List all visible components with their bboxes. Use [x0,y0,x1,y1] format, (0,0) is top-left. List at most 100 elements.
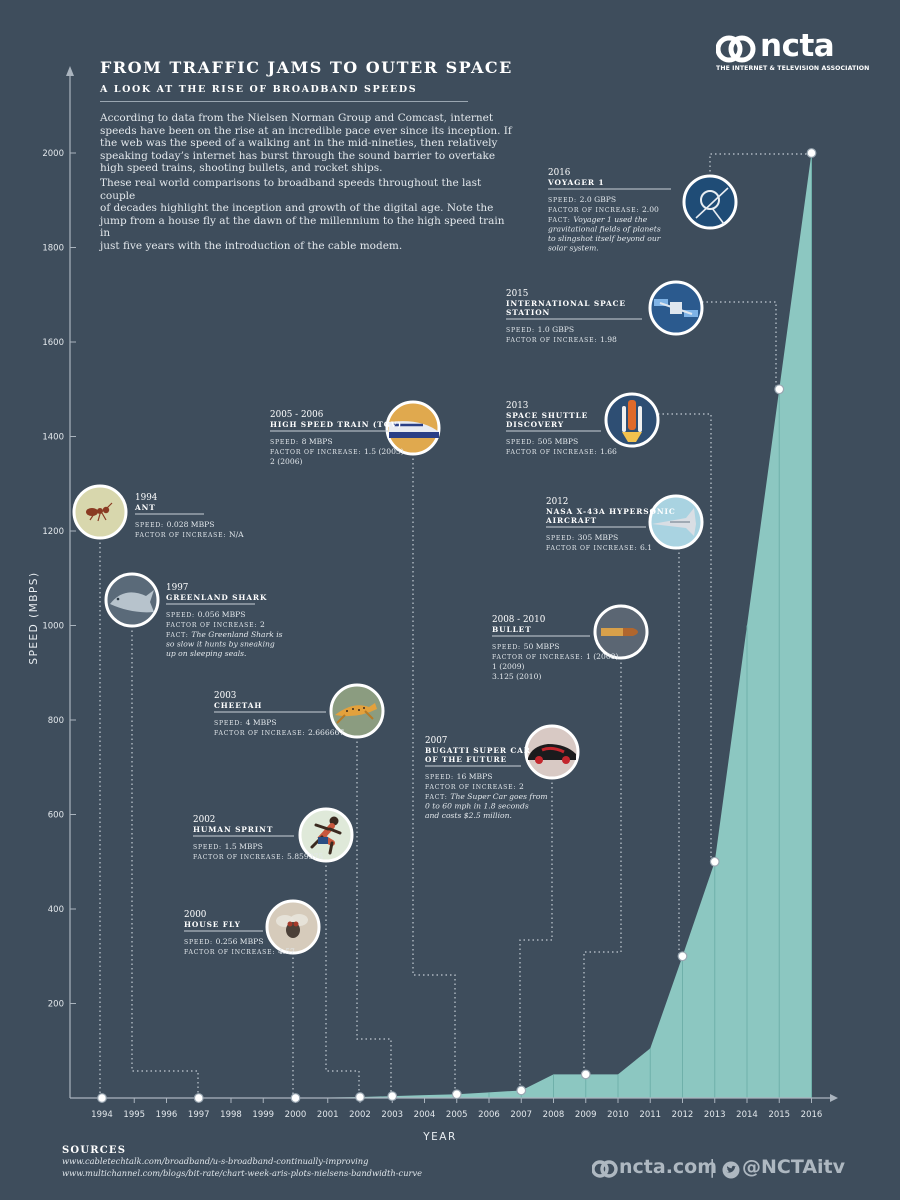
source-link[interactable]: www.cabletechtalk.com/broadband/u-s-broa… [62,1156,369,1166]
y-tick-label: 1200 [42,527,64,537]
data-marker [451,1089,462,1100]
stat-value: 1.0 GBPS [538,325,574,334]
voyager-dish [700,190,720,210]
bullet-icon [601,628,638,636]
cheetah-spot [358,709,360,711]
stat-label: SPEED: [548,197,580,204]
shuttle-tank [628,400,636,430]
cheetah-spot [363,707,365,709]
leader-line [356,737,392,1096]
ncta-logo: ncta THE INTERNET & TELEVISION ASSOCIATI… [716,28,869,74]
x-tick-label: 2009 [575,1110,597,1120]
footer-brand: ncta.com | @NCTAitv [592,1156,852,1184]
x-tick-label: 1999 [252,1110,274,1120]
leader-line [519,778,553,1092]
y-axis-title: SPEED (MBPS) [8,570,60,670]
stat-value: 1.5 (2005) [364,447,404,456]
annotation-name: NASA X-43A HYPERSONIC [546,507,676,516]
space-station-icon [654,299,698,317]
ncta-rings-icon [716,35,756,63]
annotation-year: 2012 [546,497,568,507]
y-tick-label: 800 [48,716,64,726]
stat-value: 8 MBPS [302,437,333,446]
fact-text: solar system. [548,244,599,253]
train-base [389,432,439,438]
annotation-stat: FACTOR OF INCREASE: 1 (2008) [492,652,619,661]
stat-label: FACTOR OF INCREASE: [506,337,600,344]
x-tick-label: 2004 [414,1110,436,1120]
stat-label: SPEED: [214,720,246,727]
annotation-name: INTERNATIONAL SPACE [506,299,626,308]
x-tick-label: 2006 [478,1110,500,1120]
page-title: FROM TRAFFIC JAMS TO OUTER SPACE [100,58,513,77]
stat-label: SPEED: [425,774,457,781]
annotation-year: 2000 [184,910,207,920]
twitter-handle[interactable]: @NCTAitv [742,1156,846,1178]
ncta-tagline: THE INTERNET & TELEVISION ASSOCIATION [716,65,870,72]
annotation-year: 2016 [548,168,571,178]
data-marker [774,384,785,395]
x-axis-title: YEAR [423,1131,457,1143]
twitter-icon [722,1161,740,1179]
x-tick-label: 1995 [123,1110,145,1120]
x-tick-label: 2002 [349,1110,371,1120]
intro-line: speeds have been on the rise at an incre… [100,124,512,137]
stat-label: FACTOR OF INCREASE: [492,654,586,661]
stat-value: 2.0 GBPS [580,195,616,204]
data-marker [355,1092,365,1102]
annotation-name: AIRCRAFT [545,516,597,525]
stat-label: SPEED: [270,439,302,446]
y-tick-label: 1800 [42,244,64,254]
page-subtitle: A LOOK AT THE RISE OF BROADBAND SPEEDS [100,84,468,102]
voyager-boom [695,187,729,225]
stat-value: 4 MBPS [246,718,277,727]
data-marker [709,856,720,867]
x-tick-label: 2003 [381,1110,403,1120]
annotation-stat: 3.125 (2010) [492,672,541,681]
data-marker [516,1085,527,1096]
stat-label: SPEED: [546,535,578,542]
data-marker [193,1093,204,1103]
footer-divider: | [709,1156,716,1178]
site-link[interactable]: ncta.com [619,1156,718,1178]
annotation-circle [682,174,738,230]
fly-eye [287,921,293,927]
annotation-name: HOUSE FLY [184,920,241,929]
annotation-name: ANT [134,503,156,512]
annotation-stat: SPEED: 305 MBPS [546,533,618,542]
leader-line [658,413,712,862]
stat-value: 4.57 [278,947,295,956]
annotation-name: SPACE SHUTTLE [506,411,588,420]
stat-value: 6.1 [640,543,652,552]
cheetah-legs [336,710,374,724]
stat-label: FACTOR OF INCREASE: [166,622,260,629]
annotation-name: HIGH SPEED TRAIN (TGV) [270,420,402,429]
y-tick-label: 2000 [42,149,64,159]
leader-line [583,658,622,1076]
cheetah-spot [346,710,348,712]
stat-label: SPEED: [166,612,198,619]
x-tick-label: 2013 [704,1110,726,1120]
sprinter-limbs [310,823,342,855]
sources-heading: SOURCES [62,1145,127,1156]
annotation-name: CHEETAH [214,701,262,710]
intro-line: the web was the speed of a walking ant i… [100,137,498,149]
annotation-stat: SPEED: 1.5 MBPS [193,842,263,851]
fact-text: The Greenland Shark is [191,630,282,639]
ant-icon [86,502,113,522]
source-link[interactable]: www.multichannel.com/blogs/bit-rate/char… [62,1167,423,1178]
x-tick-label: 1997 [188,1110,210,1120]
annotation-stat: FACTOR OF INCREASE: 4.57 [184,947,295,956]
stat-value: 5.859375 [287,852,323,861]
stat-value: 1.66 [600,447,617,456]
annotation-stat: SPEED: 8 MBPS [270,437,333,446]
x-tick-label: 2014 [736,1110,758,1120]
area-layer [102,153,812,1098]
stat-label: SPEED: [506,439,538,446]
y-tick-label: 1400 [42,433,64,443]
